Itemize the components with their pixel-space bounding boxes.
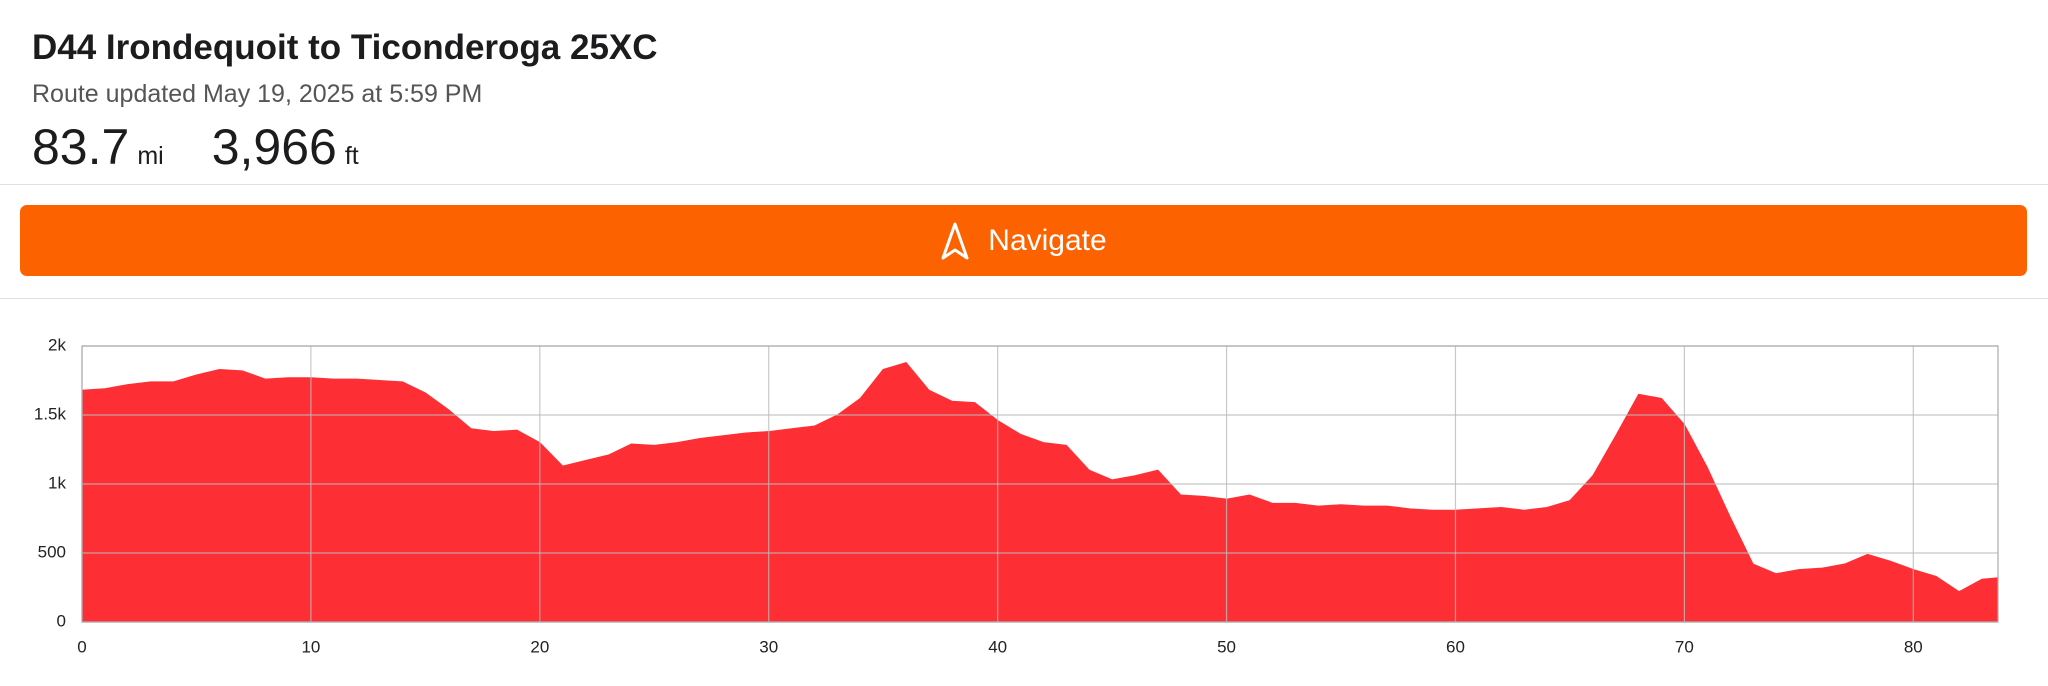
- route-updated: Route updated May 19, 2025 at 5:59 PM: [32, 80, 483, 108]
- x-tick-label: 50: [1217, 637, 1236, 656]
- x-tick-label: 80: [1904, 637, 1923, 656]
- x-tick-label: 60: [1446, 637, 1465, 656]
- y-tick-label: 2k: [48, 335, 66, 354]
- stat-unit: mi: [137, 142, 164, 170]
- stat-unit: ft: [344, 142, 359, 170]
- stat-value: 3,966: [211, 119, 337, 175]
- x-tick-label: 0: [77, 637, 86, 656]
- y-tick-label: 500: [38, 542, 66, 561]
- divider: [0, 184, 2048, 185]
- divider: [0, 298, 2048, 299]
- elevation-chart: 0 500 1k 1.5k 2k 0 10 20 30 40 50 60 70 80: [34, 335, 1999, 656]
- y-tick-label: 1.5k: [34, 404, 67, 423]
- elevation-area: [81, 361, 1999, 623]
- plot-frame: [81, 345, 1999, 623]
- x-tick-label: 20: [530, 637, 549, 656]
- x-tick-label: 30: [759, 637, 778, 656]
- stat-value: 83.7: [32, 119, 130, 175]
- stats: 83.7 mi 3,966 ft: [32, 118, 359, 176]
- navigate-icon: [941, 222, 969, 259]
- route-title: D44 Irondequoit to Ticonderoga 25XC: [32, 28, 658, 67]
- elevation-gain: 3,966 ft: [212, 118, 359, 176]
- x-tick-label: 40: [988, 637, 1007, 656]
- y-tick-label: 1k: [48, 473, 66, 492]
- button-label: Navigate: [988, 223, 1107, 257]
- distance: 83.7 mi: [32, 118, 164, 176]
- x-tick-label: 70: [1675, 637, 1694, 656]
- navigate-button[interactable]: Navigate: [20, 205, 2027, 276]
- y-tick-label: 0: [57, 611, 66, 630]
- x-tick-label: 10: [301, 637, 320, 656]
